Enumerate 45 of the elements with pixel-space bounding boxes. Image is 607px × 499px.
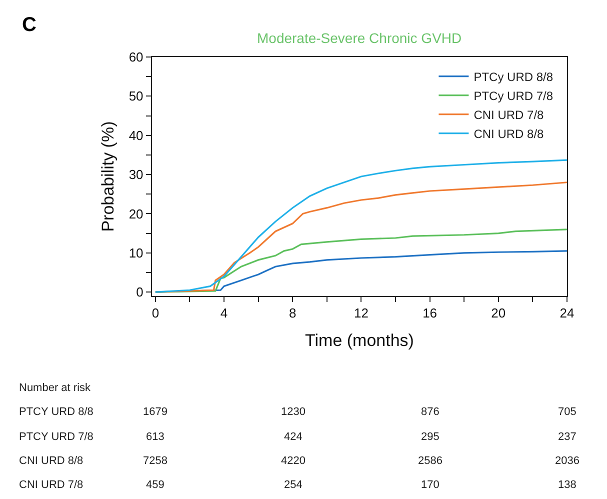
text: CNI URD 8/8	[19, 455, 84, 467]
x-axis-title: Time (months)	[305, 331, 414, 350]
legend-label: PTCy URD 7/8	[474, 88, 554, 103]
x-tick-label: 16	[422, 306, 438, 321]
text: CNI URD 7/8	[19, 479, 84, 491]
y-tick-label: 0	[136, 284, 144, 300]
x-tick-label: 0	[152, 306, 160, 321]
text: 2036	[555, 455, 580, 467]
chart-title: Moderate-Severe Chronic GVHD	[257, 30, 462, 46]
text: 459	[146, 479, 164, 491]
line-series	[154, 182, 567, 293]
legend-label: PTCy URD 8/8	[474, 70, 554, 84]
y-tick-label: 30	[128, 167, 144, 182]
text: 876	[421, 406, 440, 418]
text: 295	[421, 431, 440, 443]
line-series	[154, 159, 567, 293]
text: 2586	[418, 455, 442, 467]
legend-label: CNI URD 8/8	[474, 126, 544, 141]
text: 705	[558, 406, 576, 418]
x-tick-label: 20	[491, 306, 506, 321]
y-tick-label: 10	[128, 245, 144, 260]
text: 1230	[281, 406, 306, 418]
y-tick-label: 20	[128, 206, 144, 222]
y-tick-label: 40	[128, 128, 144, 143]
legend-label: CNI URD 7/8	[474, 108, 544, 122]
text: 170	[421, 479, 440, 491]
y-axis-title: Probability (%)	[98, 121, 118, 232]
x-tick-label: 4	[220, 306, 228, 321]
text: 7258	[143, 455, 168, 467]
y-tick-label: 50	[128, 88, 144, 104]
text: PTCY URD 7/8	[19, 431, 94, 443]
text: 254	[284, 479, 302, 491]
text: 237	[558, 431, 576, 443]
text: C	[22, 14, 36, 36]
text: 1679	[143, 406, 168, 418]
text: 613	[146, 431, 164, 443]
x-tick-label: 12	[354, 306, 368, 321]
x-tick-label: 8	[289, 306, 296, 321]
text: 4220	[281, 455, 306, 467]
text: 138	[558, 479, 576, 491]
y-tick-label: 60	[128, 50, 144, 65]
x-tick-label: 24	[560, 306, 574, 321]
text: Number at risk	[19, 382, 92, 394]
text: PTCY URD 8/8	[19, 406, 94, 418]
text: 424	[284, 431, 302, 443]
